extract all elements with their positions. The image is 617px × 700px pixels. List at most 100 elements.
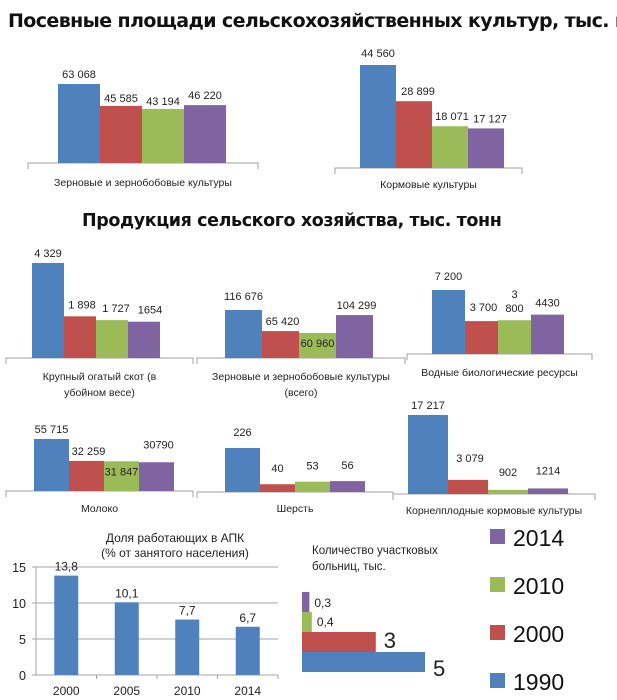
grain-production-value-label-1990: 116 676 [224,291,263,303]
root-forage-value-label-2000: 3 079 [456,453,484,465]
root-forage-category-label: Корнелплодные кормовые культуры [406,505,582,517]
agro-xtick-label-2000: 2000 [53,684,80,698]
legend-item-2014: 2014 [490,525,564,551]
aquatic-bar-1990 [432,290,465,354]
aquatic-category-label: Водные биологические ресурсы [421,367,578,379]
cattle-value-label-2010: 1 727 [102,303,130,315]
grain-production-bar-2010 [299,332,336,358]
grain-production-bar-1990 [225,310,262,358]
rural-hospitals-chart: Количество участковых больниц, тыс. 5 3 0,4 0… [302,545,445,681]
forage-area-axis [334,167,523,174]
root-forage-value-label-1990: 17 217 [411,400,445,412]
hospitals-bar-2014 [302,592,310,612]
root-forage-axis [392,493,596,500]
agro-bar-2010 [175,619,200,675]
agro-title-line2: (% от занятого населения) [101,546,249,560]
root-forage-bar-2010 [488,489,528,494]
root-forage-value-label-2010: 902 [499,467,517,479]
legend-label-2000: 2000 [513,621,564,647]
grain-area-category-label: Зерновые и зернобобовые культуры [54,177,232,189]
forage-area-bar-2010 [432,126,468,168]
wool-axis [196,491,394,498]
forage-area-bar-2000 [396,101,432,168]
milk-bar-2010 [104,461,139,491]
aquatic-bar-2014 [531,314,564,354]
cattle-chart: 4 329 1 898 1 727 1654 Крупный огатый скот (… [5,248,194,399]
cattle-bar-2000 [64,316,96,358]
forage-area-chart: 44 560 28 899 18 071 17 127 Кормовые культур… [334,48,523,191]
legend-swatch-2014 [490,529,505,544]
aquatic-value-label-2010-part1: 3 [511,289,517,301]
wool-category-label: Шерсть [277,503,314,515]
milk-category-label: Молоко [81,503,118,515]
legend-item-1990: 1990 [490,669,564,695]
forage-area-category-label: Кормовые культуры [380,179,477,191]
grain-area-value-label-2000: 45 585 [104,93,138,105]
wool-bar-2014 [330,481,365,492]
root-forage-bar-2000 [448,479,488,494]
grain-production-axis [196,357,406,364]
cattle-category-label: Крупный огатый скот (в [43,371,157,383]
cattle-bar-1990 [32,263,64,358]
grain-area-axis [27,162,259,169]
agro-workers-share-chart: 0 5 10 15 13,8 2000 10,1 2005 7,7 2010 6,7 2014 Доля… [12,531,279,698]
aquatic-axis [406,353,593,360]
milk-value-label-2010: 31 847 [105,466,139,478]
ytick-label-10: 10 [12,597,26,611]
agro-value-label-2010: 7,7 [179,604,196,618]
cattle-value-label-1990: 4 329 [34,248,62,260]
wool-bar-2000 [260,484,295,492]
aquatic-value-label-2014: 4430 [535,298,559,310]
agro-bar-2000 [54,575,79,675]
milk-bar-2000 [69,460,104,491]
forage-area-bar-2014 [468,128,504,168]
hospitals-bar-2000 [302,632,376,652]
grain-production-value-label-2014: 104 299 [337,300,377,312]
milk-value-label-2014: 30790 [143,439,174,451]
aquatic-chart: 7 200 3 700 3 800 4430 Водные биологические р… [406,271,593,379]
grain-area-value-label-1990: 63 068 [62,69,96,81]
wool-chart: 226 40 53 56 Шерсть [196,427,394,515]
cattle-bar-2014 [128,321,160,358]
cattle-bar-2010 [96,320,128,358]
wool-bar-1990 [225,448,260,492]
agro-bar-2005 [114,602,139,675]
ytick-label-15: 15 [12,561,26,575]
milk-value-label-1990: 55 715 [35,424,69,436]
hospitals-title-line1: Количество участковых [312,545,438,557]
aquatic-bar-2010 [498,320,531,354]
legend: 2014 2010 2000 1990 [490,525,564,695]
legend-swatch-2010 [490,577,505,592]
grain-area-chart: 63 068 45 585 43 194 46 220 Зерновые и зерно… [27,69,259,189]
wool-value-label-2014: 56 [341,460,353,472]
wool-value-label-2010: 53 [306,461,318,473]
forage-area-bar-1990 [360,65,396,168]
agro-value-label-2014: 6,7 [239,611,256,625]
milk-bar-2014 [139,462,174,491]
grain-production-value-label-2010: 60 960 [301,338,335,350]
agro-value-label-2000: 13,8 [55,560,79,574]
grain-production-value-label-2000: 65 420 [266,316,300,328]
agro-xtick-label-2014: 2014 [234,684,261,698]
agro-xtick-label-2010: 2010 [174,684,201,698]
root-forage-bar-1990 [408,415,448,494]
forage-area-value-label-2014: 17 127 [473,113,507,125]
cattle-value-label-2000: 1 898 [68,299,96,311]
forage-area-value-label-1990: 44 560 [361,48,395,60]
forage-area-value-label-2010: 18 071 [435,111,469,123]
cattle-value-label-2014: 1654 [138,305,162,317]
grain-production-category-label: Зерновые и зернобобовые культуры [212,371,390,383]
legend-label-1990: 1990 [513,669,564,695]
agro-value-label-2005: 10,1 [115,586,139,600]
aquatic-bar-2000 [465,321,498,354]
agro-title-line1: Доля работающих в АПК [106,531,244,545]
legend-item-2010: 2010 [490,573,564,599]
root-forage-value-label-2014: 1214 [536,465,560,477]
grain-production-bar-2000 [262,331,299,358]
grain-area-bar-1990 [58,84,100,163]
grain-area-value-label-2014: 46 220 [188,90,222,102]
grain-production-category-label-line2: (всего) [285,387,318,399]
